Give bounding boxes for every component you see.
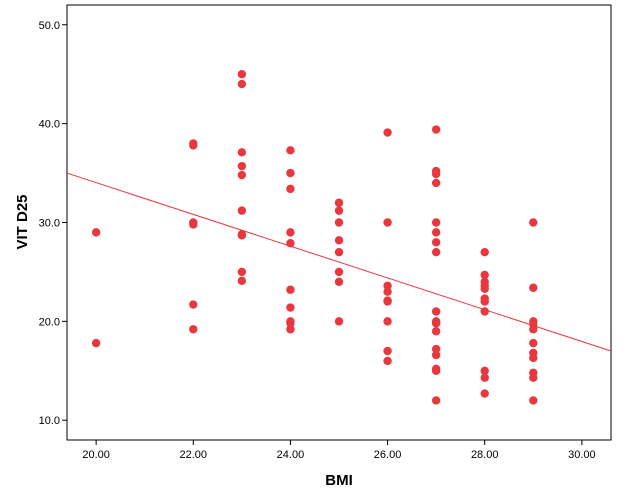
data-point <box>383 281 392 290</box>
data-point <box>431 307 441 316</box>
data-point <box>480 247 489 257</box>
data-point <box>431 327 441 336</box>
x-tick-label: 20.00 <box>82 449 110 461</box>
y-axis: 10.0 20.0 30.0 40.0 50.0 <box>39 20 67 427</box>
data-point <box>334 218 344 227</box>
data-point <box>286 146 295 155</box>
data-point <box>237 276 247 286</box>
data-point <box>286 168 295 178</box>
data-point <box>431 228 441 237</box>
y-tick-label: 30.0 <box>39 218 60 230</box>
y-tick-label: 20.0 <box>39 316 60 328</box>
x-tick-label: 26.00 <box>374 449 402 461</box>
data-point <box>334 277 344 287</box>
data-point <box>529 396 538 405</box>
data-point <box>237 70 247 79</box>
data-point <box>334 206 344 215</box>
data-point <box>189 325 198 334</box>
data-point <box>383 297 392 306</box>
y-tick-label: 40.0 <box>39 119 60 131</box>
data-point <box>480 366 489 375</box>
data-point <box>237 148 247 157</box>
data-point <box>480 284 489 293</box>
data-point <box>189 300 198 309</box>
data-point <box>286 228 295 237</box>
data-point <box>189 220 198 229</box>
data-point <box>529 373 538 382</box>
data-point <box>286 319 295 328</box>
data-point <box>383 346 392 356</box>
data-point <box>431 366 441 375</box>
data-point <box>189 141 198 150</box>
data-point <box>431 350 441 360</box>
data-point <box>431 125 441 134</box>
data-point <box>237 79 247 89</box>
x-tick-label: 22.00 <box>180 449 208 461</box>
y-axis-title: VIT D25 <box>14 194 31 249</box>
fit-line <box>66 172 612 352</box>
data-point <box>237 267 247 277</box>
data-point <box>237 231 247 240</box>
data-point <box>480 389 489 398</box>
x-axis: 20.00 22.00 24.00 26.00 28.00 30.00 <box>82 440 596 461</box>
data-point <box>383 218 392 227</box>
data-point <box>286 325 295 334</box>
data-point <box>529 353 538 363</box>
data-point <box>334 198 344 207</box>
data-point <box>480 373 489 382</box>
data-point <box>431 396 441 405</box>
data-point <box>334 317 344 326</box>
data-point <box>91 228 101 237</box>
data-point <box>431 238 441 247</box>
x-tick-label: 24.00 <box>277 449 305 461</box>
data-point <box>480 270 489 280</box>
data-point <box>431 247 441 257</box>
data-point <box>431 344 441 354</box>
data-point <box>383 128 392 137</box>
data-point <box>529 325 538 334</box>
data-point <box>529 218 538 227</box>
x-tick-label: 30.00 <box>568 449 596 461</box>
data-point <box>334 267 344 277</box>
data-point <box>334 236 344 245</box>
data-point <box>480 307 489 316</box>
data-point <box>237 161 247 171</box>
data-point <box>529 338 538 348</box>
data-point <box>383 317 392 326</box>
data-point <box>286 303 295 312</box>
data-point <box>383 356 392 366</box>
y-tick-label: 50.0 <box>39 20 60 32</box>
data-point <box>286 285 295 294</box>
data-point <box>529 283 538 292</box>
data-point <box>431 178 441 188</box>
data-point <box>431 319 441 328</box>
data-point <box>286 184 295 194</box>
x-axis-title: BMI <box>325 472 353 489</box>
x-tick-label: 28.00 <box>471 449 499 461</box>
y-tick-label: 10.0 <box>39 415 60 427</box>
data-point <box>334 247 344 257</box>
data-point <box>431 169 441 179</box>
data-point <box>237 170 247 180</box>
data-point <box>480 297 489 306</box>
data-point <box>286 239 295 248</box>
data-point <box>237 206 247 215</box>
data-point <box>91 338 101 348</box>
data-points <box>91 70 538 405</box>
data-point <box>431 218 441 227</box>
data-point <box>383 287 392 296</box>
